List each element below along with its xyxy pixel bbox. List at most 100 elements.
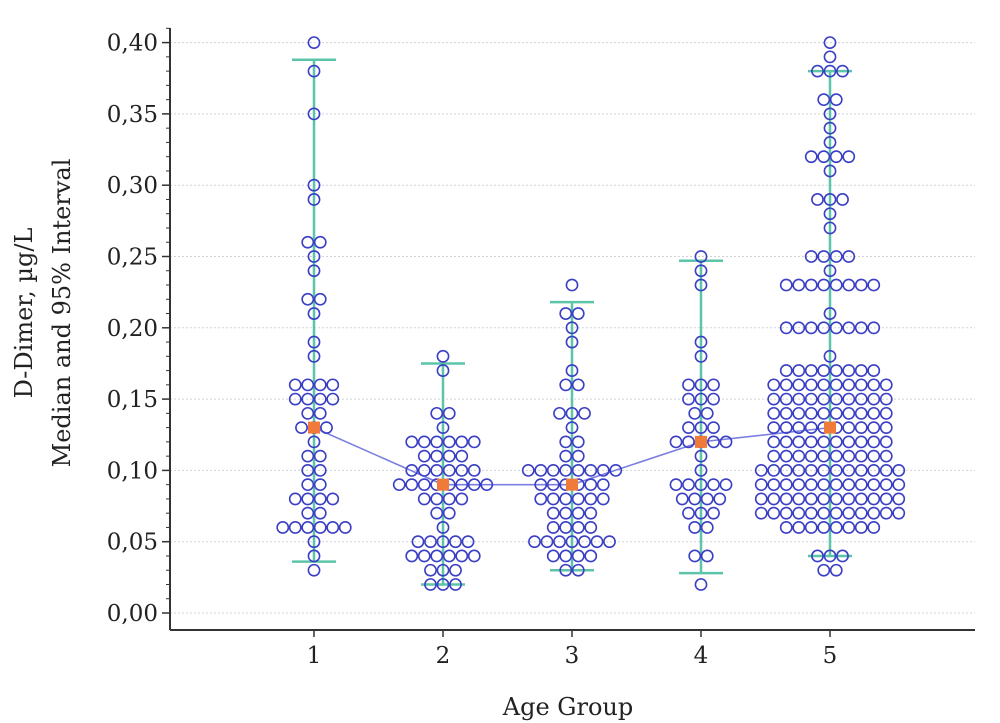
data-point [792, 364, 806, 377]
y-tick-label: 0,20 [107, 316, 158, 342]
data-point [546, 492, 560, 506]
data-point [792, 378, 806, 392]
data-point [854, 463, 868, 477]
data-point [700, 406, 714, 420]
data-point [571, 307, 585, 320]
data-point [792, 392, 806, 406]
data-point [320, 421, 333, 435]
data-point [707, 478, 720, 492]
data-point [779, 521, 793, 534]
data-point [546, 549, 560, 563]
data-point [326, 492, 340, 506]
data-point [719, 435, 733, 449]
data-point [804, 463, 818, 477]
data-point [804, 378, 818, 392]
data-point [288, 378, 302, 392]
data-point [817, 321, 831, 335]
data-point [879, 478, 893, 492]
data-point [694, 478, 708, 492]
data-point [804, 521, 818, 534]
data-point [442, 549, 456, 563]
data-point [836, 64, 849, 78]
data-point [559, 549, 573, 563]
data-point [307, 250, 321, 263]
data-point [829, 521, 843, 534]
data-point [313, 406, 327, 420]
data-point [301, 378, 315, 392]
data-point [313, 492, 327, 506]
data-point [879, 449, 893, 463]
data-point [779, 392, 793, 406]
data-point [804, 150, 818, 164]
data-point [584, 463, 598, 477]
data-point [817, 364, 831, 377]
data-point [867, 492, 881, 506]
data-point [565, 278, 579, 292]
data-point [288, 492, 302, 506]
data-point [307, 535, 321, 549]
x-tick-labels: 1 2 3 4 5 [307, 630, 838, 669]
data-point [584, 506, 598, 520]
data-point [854, 521, 868, 534]
data-point [867, 364, 881, 377]
data-point [449, 578, 462, 591]
data-point [417, 435, 431, 449]
data-point [301, 406, 315, 420]
data-point [609, 463, 623, 477]
data-point [879, 435, 893, 449]
data-point [571, 549, 585, 563]
data-point [455, 549, 469, 563]
data-point [842, 378, 856, 392]
data-point [546, 463, 560, 477]
data-point [842, 506, 856, 520]
data-point [829, 463, 843, 477]
data-point [829, 321, 843, 335]
data-point [578, 406, 591, 420]
data-point [829, 492, 843, 506]
data-point [823, 307, 837, 320]
data-point [867, 463, 881, 477]
data-point [455, 492, 469, 506]
data-point [892, 478, 906, 492]
data-point [829, 150, 843, 164]
data-point [779, 478, 793, 492]
median-marker [437, 478, 449, 491]
data-point [307, 64, 321, 78]
data-points [276, 36, 906, 591]
data-point [559, 449, 573, 463]
data-point [430, 406, 444, 420]
data-point [842, 150, 856, 164]
data-point [854, 492, 868, 506]
data-point [546, 506, 560, 520]
data-point [804, 506, 818, 520]
data-point [682, 478, 695, 492]
data-point [301, 392, 315, 406]
data-point [571, 521, 585, 534]
data-point [867, 521, 881, 534]
data-point [430, 449, 444, 463]
data-point [792, 521, 806, 534]
data-point [879, 506, 893, 520]
data-point [417, 478, 431, 492]
data-point [754, 506, 768, 520]
data-point [301, 292, 315, 306]
data-point [767, 478, 781, 492]
data-point [596, 478, 610, 492]
data-point [854, 278, 868, 292]
data-point [867, 421, 881, 435]
data-point [669, 478, 683, 492]
data-point [307, 307, 321, 320]
data-point [430, 435, 444, 449]
data-point [842, 521, 856, 534]
data-point [804, 250, 818, 263]
data-point [779, 406, 793, 420]
data-point [854, 406, 868, 420]
data-point [754, 478, 768, 492]
data-point [694, 335, 708, 349]
x-tick-label: 5 [823, 643, 838, 669]
data-point [817, 406, 831, 420]
data-point [682, 378, 695, 392]
data-point [879, 421, 893, 435]
data-point [455, 449, 469, 463]
data-point [823, 164, 837, 178]
